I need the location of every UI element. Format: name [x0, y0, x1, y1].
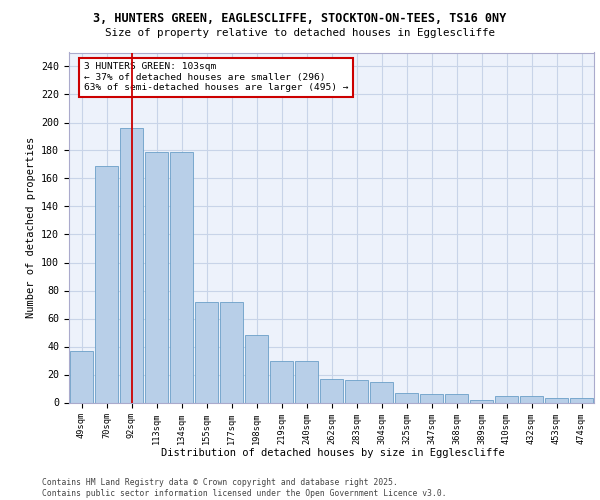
Bar — [470, 400, 493, 402]
Bar — [320, 378, 343, 402]
Bar — [195, 302, 218, 402]
Text: 3, HUNTERS GREEN, EAGLESCLIFFE, STOCKTON-ON-TEES, TS16 0NY: 3, HUNTERS GREEN, EAGLESCLIFFE, STOCKTON… — [94, 12, 506, 26]
Bar — [370, 382, 393, 402]
Bar — [220, 302, 243, 402]
Bar — [95, 166, 118, 402]
Bar — [420, 394, 443, 402]
Bar — [295, 360, 318, 403]
Bar — [120, 128, 143, 402]
Bar — [520, 396, 543, 402]
Text: Distribution of detached houses by size in Egglescliffe: Distribution of detached houses by size … — [161, 448, 505, 458]
Text: Size of property relative to detached houses in Egglescliffe: Size of property relative to detached ho… — [105, 28, 495, 38]
Text: Contains HM Land Registry data © Crown copyright and database right 2025.
Contai: Contains HM Land Registry data © Crown c… — [42, 478, 446, 498]
Bar — [170, 152, 193, 403]
Bar — [345, 380, 368, 402]
Bar — [395, 392, 418, 402]
Y-axis label: Number of detached properties: Number of detached properties — [26, 137, 36, 318]
Bar — [570, 398, 593, 402]
Bar — [270, 360, 293, 403]
Bar — [145, 152, 168, 403]
Bar — [245, 336, 268, 402]
Bar — [495, 396, 518, 402]
Bar — [445, 394, 468, 402]
Bar — [545, 398, 568, 402]
Bar — [70, 350, 93, 403]
Text: 3 HUNTERS GREEN: 103sqm
← 37% of detached houses are smaller (296)
63% of semi-d: 3 HUNTERS GREEN: 103sqm ← 37% of detache… — [84, 62, 349, 92]
